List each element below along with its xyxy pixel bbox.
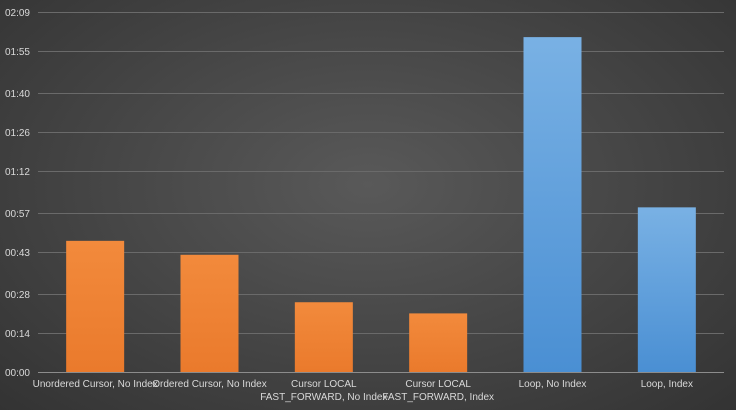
y-tick-label: 01:12 — [5, 167, 30, 178]
bar — [523, 37, 582, 373]
labels: 00:00 00:14 00:28 00:43 00:57 01:12 01:26 01:40… — [5, 8, 693, 403]
y-tick-label: 00:00 — [5, 368, 30, 379]
y-tick-label: 00:57 — [5, 209, 30, 220]
bar — [180, 254, 239, 372]
y-tick-label: 01:55 — [5, 47, 30, 58]
x-tick-label: Cursor LOCAL FAST_FORWARD, No Index — [260, 379, 387, 403]
x-tick-label: Loop, No Index — [519, 379, 587, 390]
bar — [294, 302, 353, 372]
y-tick-label: 00:43 — [5, 248, 30, 259]
y-tick-label: 01:40 — [5, 89, 30, 100]
x-tick-label: Ordered Cursor, No Index — [152, 379, 267, 390]
x-tick-label: Unordered Cursor, No Index — [33, 379, 158, 390]
bar — [66, 240, 125, 372]
bars — [66, 37, 696, 373]
y-tick-label: 02:09 — [5, 8, 30, 19]
y-tick-label: 00:14 — [5, 329, 30, 340]
x-tick-label: Loop, Index — [641, 379, 693, 390]
x-tick-label: Cursor LOCAL FAST_FORWARD, Index — [382, 379, 494, 403]
y-tick-label: 00:28 — [5, 290, 30, 301]
y-tick-label: 01:26 — [5, 128, 30, 139]
gridlines — [38, 12, 724, 373]
bar — [409, 313, 468, 372]
bar — [637, 207, 696, 372]
